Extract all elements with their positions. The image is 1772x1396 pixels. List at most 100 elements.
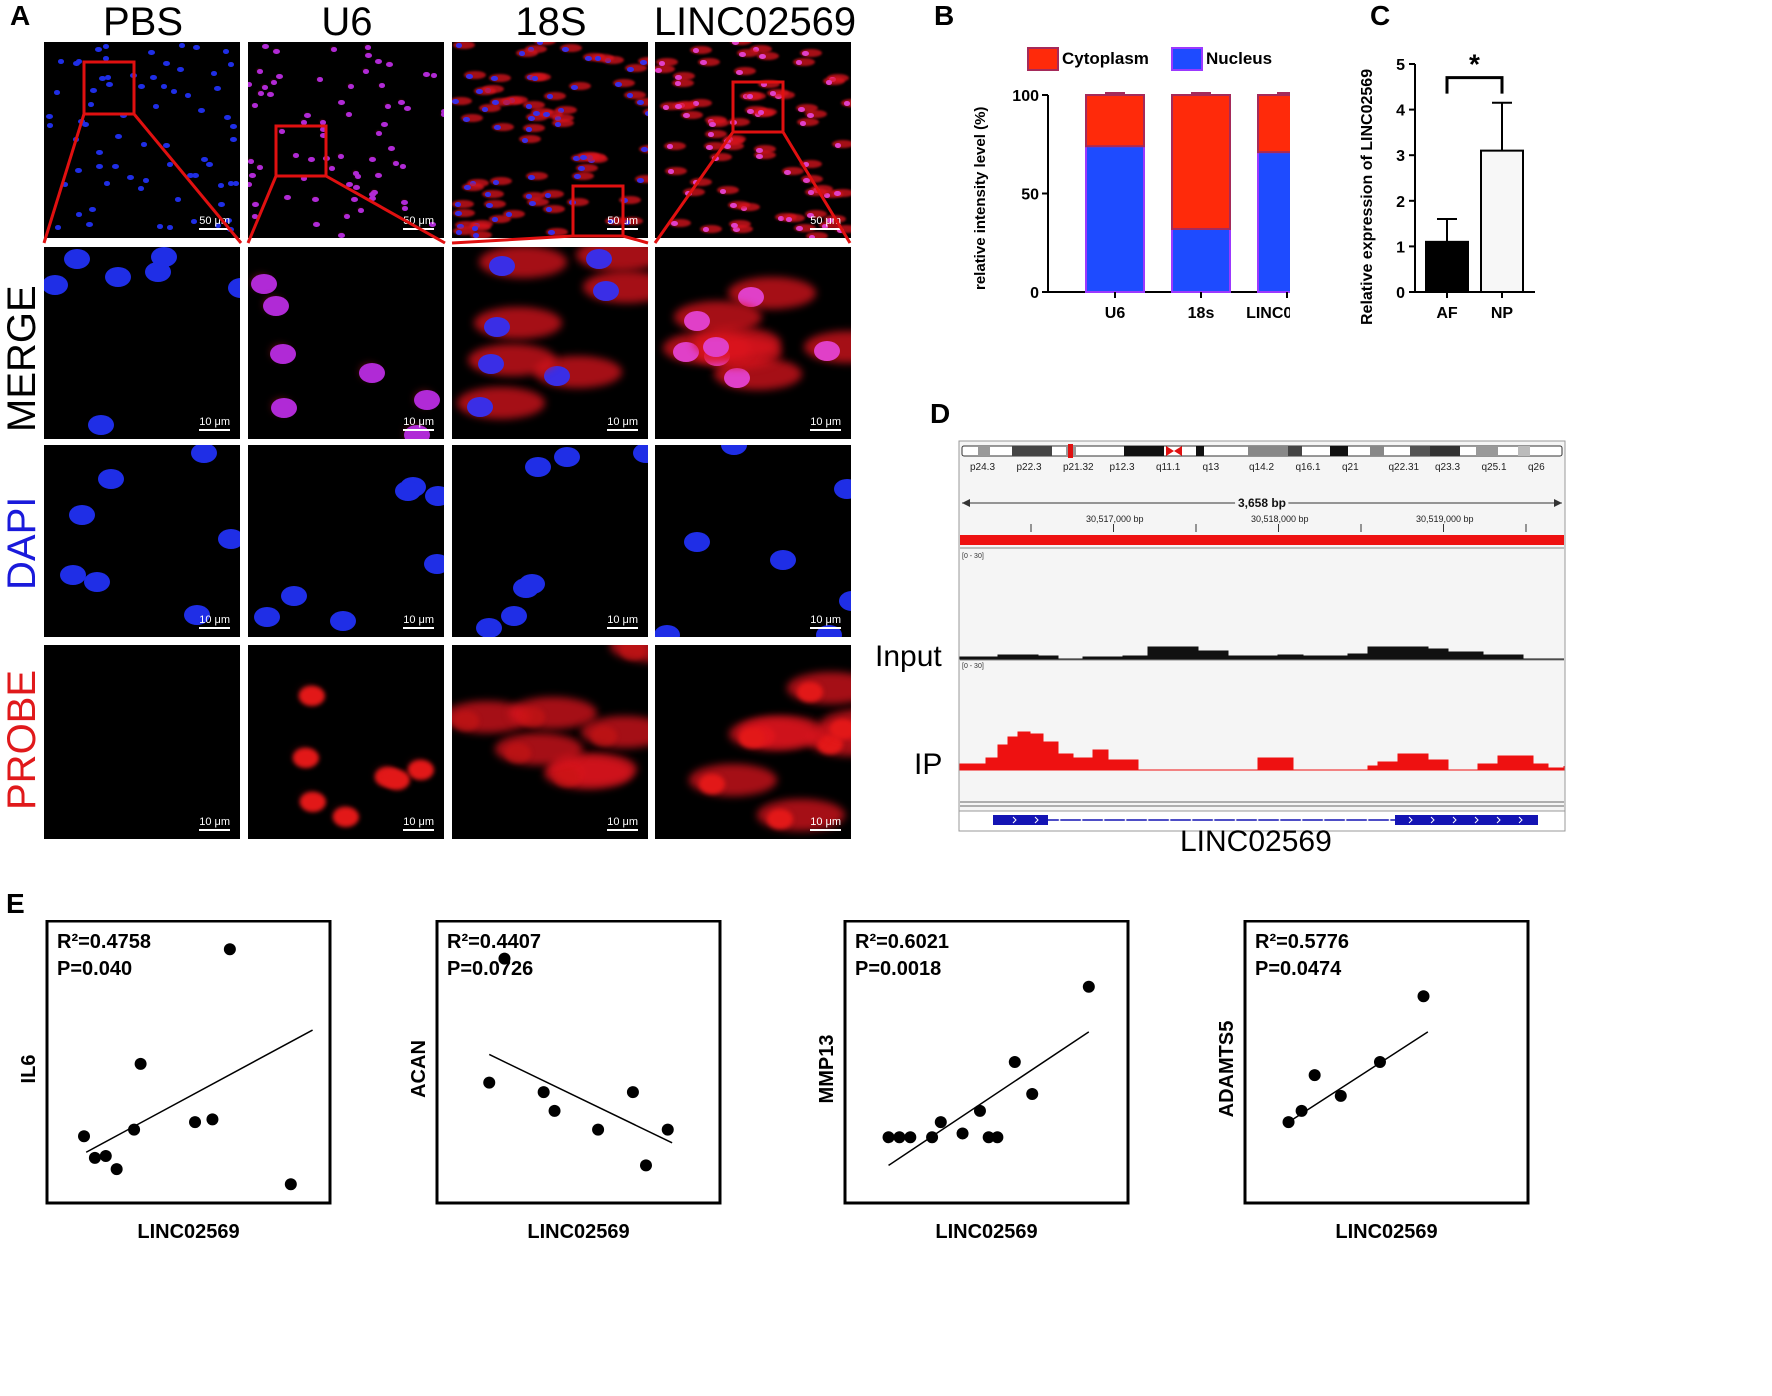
y-axis-label: ADAMTS5 — [1216, 1021, 1238, 1118]
p-value-label: P=0.0726 — [447, 958, 533, 980]
gene-model-linc02569 — [993, 815, 1538, 825]
scale-bar-label: 10 μm — [810, 614, 841, 626]
scale-bar-label: 10 μm — [810, 816, 841, 828]
band-label: q11.1 — [1156, 462, 1181, 473]
band-label: p21.32 — [1063, 462, 1094, 473]
scale-bar-label: 50 μm — [199, 215, 230, 227]
stacked-bar-chart: Cytoplasm Nucleus relative intensity lev… — [972, 47, 1290, 322]
band-label: q16.1 — [1296, 462, 1321, 473]
panel-a-label: A — [10, 0, 31, 31]
plot-frame — [843, 920, 1130, 1205]
data-point — [1008, 1056, 1021, 1068]
p-value-label: P=0.0474 — [1255, 958, 1342, 980]
data-point — [904, 1131, 917, 1144]
data-point — [973, 1104, 986, 1117]
band-label: q25.1 — [1482, 462, 1507, 473]
data-point — [548, 1104, 561, 1117]
gene-label: LINC02569 — [1180, 825, 1332, 858]
data-point — [189, 1116, 202, 1129]
micrograph-r1-c2: 10 μm — [452, 247, 648, 439]
bar-nucleus — [1257, 151, 1290, 293]
scale-bar-label: 10 μm — [607, 614, 638, 626]
x-tick-label: LINC02569 — [1246, 305, 1290, 322]
genome-browser: p24.3 p22.3 p21.32 p12.3 q11.1 q13 q14.2 q16.1 q… — [958, 440, 1566, 832]
micrograph-r3-c2: 10 μm — [452, 645, 648, 839]
data-point — [1417, 990, 1430, 1003]
p-value-label: P=0.040 — [57, 958, 132, 980]
micrograph-r0-c0: 50 μm — [44, 42, 240, 238]
micrograph-r1-c1: 10 μm — [248, 247, 444, 439]
region-highlight-bar — [960, 535, 1564, 545]
y-tick-label: 3 — [1396, 148, 1405, 165]
band-label: q14.2 — [1249, 462, 1274, 473]
data-point — [483, 1076, 496, 1089]
micrograph-r0-c2: 50 μm — [452, 42, 648, 238]
track-label-input: Input — [875, 640, 942, 673]
micrograph-r3-c0: 10 μm — [44, 645, 240, 839]
data-point — [639, 1159, 652, 1172]
y-axis-label: IL6 — [18, 1055, 40, 1084]
scatter-plot-adamts5: R²=0.5776 P=0.0474 LINC02569 ADAMTS5 — [1216, 920, 1530, 1243]
track-label-ip: IP — [914, 748, 943, 781]
scale-bar-label: 10 μm — [199, 614, 230, 626]
scale-bar: 10 μm — [403, 816, 434, 831]
micrograph-r0-c3: 50 μm — [655, 42, 851, 238]
data-point — [592, 1123, 605, 1136]
data-point — [99, 1150, 112, 1162]
zoom-connectors — [42, 60, 852, 245]
scale-bar: 10 μm — [810, 816, 841, 831]
data-point — [1295, 1104, 1308, 1117]
r-squared-label: R²=0.4407 — [447, 931, 541, 953]
input-range-label: [0 - 30] — [962, 553, 984, 560]
legend-label-nucleus: Nucleus — [1206, 49, 1272, 68]
scale-bar: 10 μm — [403, 416, 434, 431]
y-tick-label: 2 — [1396, 194, 1405, 211]
data-point — [1026, 1087, 1039, 1100]
y-tick-label: 1 — [1396, 239, 1405, 256]
position-label: 30,517,000 bp — [1086, 514, 1144, 524]
panel-e-label: E — [6, 888, 25, 919]
data-point — [1373, 1056, 1386, 1068]
y-tick-label: 50 — [1021, 187, 1039, 204]
column-header-18s: 18S — [515, 0, 587, 44]
bar-np — [1480, 149, 1524, 293]
data-point — [128, 1123, 141, 1136]
y-tick-label: 4 — [1396, 103, 1405, 120]
significance-star: * — [1469, 49, 1480, 80]
scale-bar: 10 μm — [810, 614, 841, 629]
data-point — [1334, 1089, 1347, 1102]
micrograph-r2-c0: 10 μm — [44, 445, 240, 637]
data-point — [134, 1057, 147, 1070]
row-header-merge: MERGE — [0, 285, 44, 432]
scale-bar-label: 10 μm — [403, 416, 434, 428]
chromosome-ideogram — [961, 444, 1563, 458]
band-label: p12.3 — [1110, 462, 1135, 473]
scale-bar: 10 μm — [199, 614, 230, 629]
band-label: p22.3 — [1017, 462, 1042, 473]
band-label: q23.3 — [1435, 462, 1460, 473]
data-point — [1308, 1069, 1321, 1082]
data-point — [110, 1163, 123, 1176]
data-point — [991, 1131, 1004, 1144]
regression-line — [1288, 1031, 1429, 1123]
significance-bracket — [1445, 76, 1504, 94]
x-tick-label: NP — [1491, 305, 1514, 322]
data-point — [926, 1131, 939, 1144]
micrograph-r2-c3: 10 μm — [655, 445, 851, 637]
span-label: 3,658 bp — [1238, 496, 1286, 510]
scale-bar: 10 μm — [607, 816, 638, 831]
data-point — [498, 952, 511, 965]
ip-coverage-track — [959, 731, 1565, 771]
x-axis-label: LINC02569 — [137, 1221, 239, 1243]
legend-label-cytoplasm: Cytoplasm — [1062, 49, 1149, 68]
scale-bar: 10 μm — [199, 816, 230, 831]
data-point — [626, 1086, 639, 1099]
column-header-u6: U6 — [321, 0, 373, 44]
legend: Cytoplasm Nucleus — [1027, 47, 1272, 71]
legend-swatch-cytoplasm — [1027, 47, 1059, 71]
micrograph-r2-c1: 10 μm — [248, 445, 444, 637]
x-tick-label: AF — [1436, 305, 1458, 322]
band-label: p24.3 — [970, 462, 995, 473]
scale-bar-label: 10 μm — [199, 416, 230, 428]
micrograph-r0-c1: 50 μm — [248, 42, 444, 238]
